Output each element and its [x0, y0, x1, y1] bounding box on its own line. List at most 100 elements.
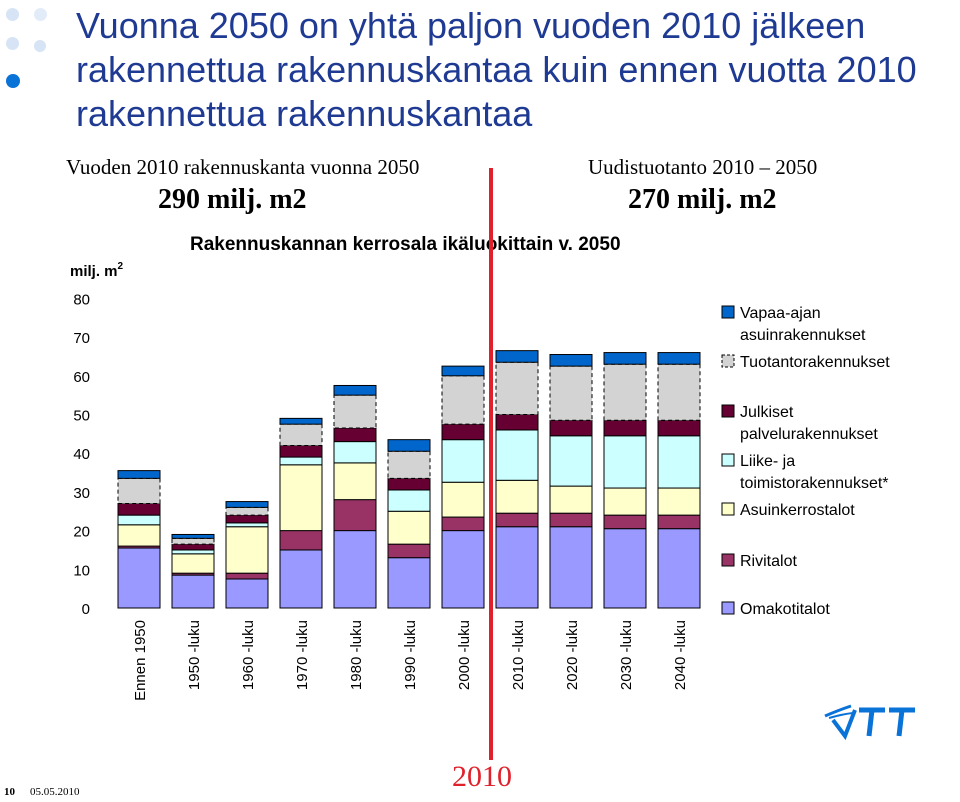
legend-swatch	[721, 354, 735, 368]
bar-segment	[117, 524, 161, 547]
chart-title: Rakennuskannan kerrosala ikäluokittain v…	[190, 234, 621, 255]
bar-segment	[495, 526, 539, 609]
y-tick-label: 70	[73, 330, 90, 347]
bar-segment	[117, 547, 161, 609]
bar-segment	[279, 417, 323, 425]
decor-dot	[34, 8, 47, 21]
y-tick-label: 10	[73, 562, 90, 579]
legend-swatch	[721, 453, 735, 467]
bar-segment	[387, 489, 431, 512]
bar-segment	[171, 533, 215, 539]
bar-segment	[603, 528, 647, 609]
bar-segment	[333, 530, 377, 609]
vtt-logo	[824, 704, 915, 741]
x-tick-label: 2040 -luku	[672, 620, 689, 690]
bar-segment	[603, 419, 647, 437]
y-tick-label: 60	[73, 369, 90, 386]
bar-segment	[171, 537, 215, 545]
bar-segment	[495, 414, 539, 431]
bar-segment	[333, 441, 377, 464]
bar-segment	[603, 363, 647, 421]
bar-segment	[171, 549, 215, 555]
bar-segment	[279, 456, 323, 466]
legend-swatch	[721, 502, 735, 516]
bar-segment	[441, 516, 485, 532]
bar-segment	[657, 352, 701, 365]
bar-segment	[549, 526, 593, 609]
bar-segment	[603, 435, 647, 489]
bar-segment	[279, 464, 323, 532]
bar-segment	[441, 481, 485, 518]
bar-segment	[549, 354, 593, 367]
y-axis-label-superscript: 2	[118, 261, 124, 272]
bar-segment	[387, 543, 431, 559]
legend-swatch	[721, 404, 735, 418]
x-tick-label: 2030 -luku	[618, 620, 635, 690]
bar-segment	[657, 487, 701, 516]
y-tick-label: 50	[73, 408, 90, 425]
right-header: Uudistuotanto 2010 – 2050	[588, 155, 818, 179]
bar-segment	[333, 462, 377, 501]
bar-segment	[549, 512, 593, 528]
year-2010-label: 2010	[452, 760, 512, 793]
x-tick-label: 1980 -luku	[348, 620, 365, 690]
bar-segment	[117, 503, 161, 516]
bar-segment	[225, 501, 269, 508]
bar-segment	[387, 477, 431, 491]
bar-segment	[441, 375, 485, 425]
y-tick-label: 40	[73, 446, 90, 463]
bar-segment	[117, 470, 161, 479]
bar-segment	[117, 514, 161, 526]
bar-segment	[387, 557, 431, 609]
bar-segment	[603, 514, 647, 530]
bar-segment	[441, 423, 485, 441]
y-axis-label-text: milj. m	[70, 263, 118, 280]
bar-segment	[225, 526, 269, 574]
y-axis-label: milj. m2	[70, 261, 124, 280]
bar-segment	[441, 530, 485, 609]
bar-segment	[171, 543, 215, 551]
bar-segment	[279, 530, 323, 551]
bar-segment	[549, 419, 593, 437]
slide-title: Vuonna 2050 on yhtä paljon vuoden 2010 j…	[76, 5, 917, 134]
x-tick-label: 1950 -luku	[186, 620, 203, 690]
bar-segment	[387, 439, 431, 452]
bar-segment	[603, 487, 647, 516]
bar-segment	[171, 574, 215, 609]
bar-segment	[225, 522, 269, 528]
bar-segment	[117, 477, 161, 505]
x-tick-label: 2000 -luku	[456, 620, 473, 690]
decor-dot	[6, 37, 19, 50]
x-tick-label: 1990 -luku	[402, 620, 419, 690]
bar-segment	[441, 365, 485, 377]
bar-segment	[657, 514, 701, 530]
bar-segment	[549, 365, 593, 421]
page-number: 10	[4, 786, 15, 798]
right-value: 270 milj. m2	[628, 184, 777, 215]
bar-segment	[333, 384, 377, 396]
bar-segment	[657, 435, 701, 489]
y-tick-label: 80	[73, 291, 90, 308]
footer-date: 05.05.2010	[30, 786, 80, 798]
bar-segment	[387, 510, 431, 545]
y-tick-label: 30	[73, 485, 90, 502]
bar-segment	[387, 450, 431, 479]
legend-label: Asuinkerrostalot	[740, 502, 855, 519]
bar-segment	[657, 419, 701, 437]
bar-segment	[657, 363, 701, 421]
bar-segment	[279, 423, 323, 446]
bar-segment	[603, 352, 647, 365]
bar-segment	[333, 394, 377, 429]
bar-segment	[171, 553, 215, 574]
legend-swatch	[721, 305, 735, 319]
legend-label: Liike- ja toimistorakennukset*	[740, 453, 889, 492]
bar-segment	[495, 361, 539, 416]
legend-swatch	[721, 553, 735, 567]
bar-segment	[333, 427, 377, 443]
bar-segment	[225, 578, 269, 609]
bar-segment	[279, 549, 323, 609]
bar-segment	[333, 499, 377, 532]
decor-dot	[6, 8, 19, 21]
legend-label: Tuotantorakennukset	[740, 354, 890, 371]
